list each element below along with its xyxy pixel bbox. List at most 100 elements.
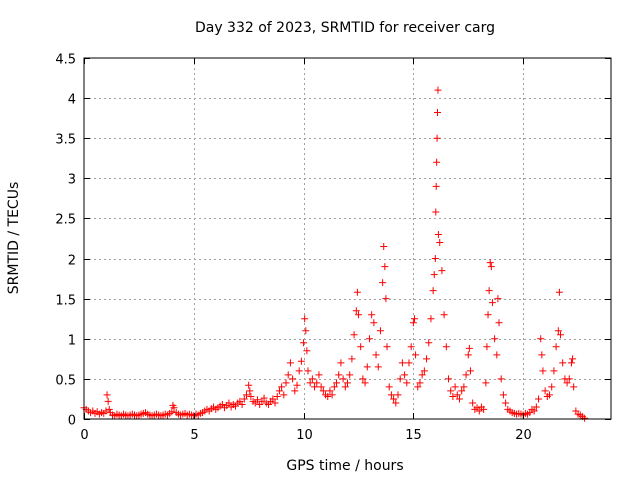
data-point bbox=[273, 393, 281, 401]
y-tick-label: 0 bbox=[68, 414, 76, 429]
y-tick-label: 2 bbox=[68, 254, 76, 269]
y-tick-label: 1.5 bbox=[55, 294, 76, 309]
y-tick-label: 4.5 bbox=[55, 53, 76, 68]
data-point bbox=[436, 239, 444, 247]
data-point bbox=[282, 379, 290, 387]
data-point bbox=[260, 394, 268, 402]
data-point bbox=[409, 319, 417, 327]
data-point bbox=[392, 399, 400, 407]
data-point bbox=[382, 295, 390, 303]
data-point bbox=[455, 395, 463, 403]
data-point bbox=[401, 371, 409, 379]
data-point bbox=[278, 383, 286, 391]
data-point bbox=[396, 375, 404, 383]
data-point bbox=[410, 315, 418, 323]
data-point bbox=[502, 399, 510, 407]
data-point bbox=[451, 383, 459, 391]
data-point bbox=[581, 414, 589, 422]
data-point bbox=[407, 343, 415, 351]
data-point bbox=[475, 407, 483, 415]
y-tick-label: 4 bbox=[68, 93, 76, 108]
data-point bbox=[387, 391, 395, 399]
data-point bbox=[554, 327, 562, 335]
data-point bbox=[420, 367, 428, 375]
data-point bbox=[335, 371, 343, 379]
axis-ticks: 0 0.5 1 1.5 2 2.5 3 3.5 4 4.5 0 5 10 15 20 bbox=[55, 53, 611, 443]
data-point bbox=[493, 351, 501, 359]
data-point bbox=[559, 359, 567, 367]
data-point bbox=[440, 311, 448, 319]
data-point bbox=[269, 395, 277, 403]
data-point bbox=[302, 327, 310, 335]
x-axis-label: GPS time / hours bbox=[286, 458, 403, 474]
data-point bbox=[379, 279, 387, 287]
data-point bbox=[494, 295, 502, 303]
data-point bbox=[487, 263, 495, 271]
data-point bbox=[445, 375, 453, 383]
data-point bbox=[313, 379, 321, 387]
data-point bbox=[286, 359, 294, 367]
data-point bbox=[405, 359, 413, 367]
data-point bbox=[541, 387, 549, 395]
x-tick-label: 10 bbox=[296, 428, 313, 443]
data-point bbox=[363, 363, 371, 371]
data-point bbox=[368, 311, 376, 319]
y-tick-label: 2.5 bbox=[55, 213, 76, 228]
data-point bbox=[550, 367, 558, 375]
data-point bbox=[530, 407, 538, 415]
data-point bbox=[348, 355, 356, 363]
data-point bbox=[324, 393, 332, 401]
x-tick-label: 5 bbox=[190, 428, 198, 443]
data-point bbox=[567, 359, 575, 367]
data-point bbox=[330, 383, 338, 391]
data-point bbox=[418, 371, 426, 379]
data-point bbox=[438, 267, 446, 275]
data-point bbox=[350, 331, 358, 339]
data-point bbox=[539, 367, 547, 375]
data-point bbox=[460, 383, 468, 391]
data-point bbox=[372, 351, 380, 359]
data-point bbox=[485, 287, 493, 295]
x-tick-label: 15 bbox=[405, 428, 422, 443]
data-point bbox=[357, 343, 365, 351]
data-point bbox=[434, 230, 442, 238]
data-point bbox=[556, 331, 564, 339]
data-point bbox=[365, 335, 373, 343]
data-point bbox=[238, 401, 246, 409]
data-point bbox=[412, 351, 420, 359]
data-point bbox=[555, 288, 563, 296]
data-point bbox=[480, 405, 488, 413]
data-point bbox=[483, 343, 491, 351]
data-point bbox=[337, 359, 345, 367]
data-point bbox=[317, 383, 325, 391]
data-point bbox=[565, 375, 573, 383]
y-tick-label: 3 bbox=[68, 173, 76, 188]
data-point bbox=[482, 379, 490, 387]
data-point bbox=[449, 393, 457, 401]
y-tick-label: 1 bbox=[68, 334, 76, 349]
data-point bbox=[245, 381, 253, 389]
data-point bbox=[308, 375, 316, 383]
data-point bbox=[225, 399, 233, 407]
data-point bbox=[546, 391, 554, 399]
data-point bbox=[432, 182, 440, 190]
data-point bbox=[464, 351, 472, 359]
data-point bbox=[570, 383, 578, 391]
data-point bbox=[390, 395, 398, 403]
data-point bbox=[414, 383, 422, 391]
data-point bbox=[462, 371, 470, 379]
data-point bbox=[535, 395, 543, 403]
data-point bbox=[453, 391, 461, 399]
data-point bbox=[423, 355, 431, 363]
y-tick-label: 3.5 bbox=[55, 133, 76, 148]
data-point bbox=[469, 399, 477, 407]
data-point bbox=[359, 375, 367, 383]
plot-frame bbox=[83, 57, 612, 420]
data-point bbox=[339, 375, 347, 383]
data-point bbox=[425, 339, 433, 347]
data-point bbox=[170, 404, 178, 412]
data-point bbox=[499, 391, 507, 399]
data-point bbox=[537, 335, 545, 343]
data-point bbox=[354, 311, 362, 319]
data-point bbox=[376, 327, 384, 335]
